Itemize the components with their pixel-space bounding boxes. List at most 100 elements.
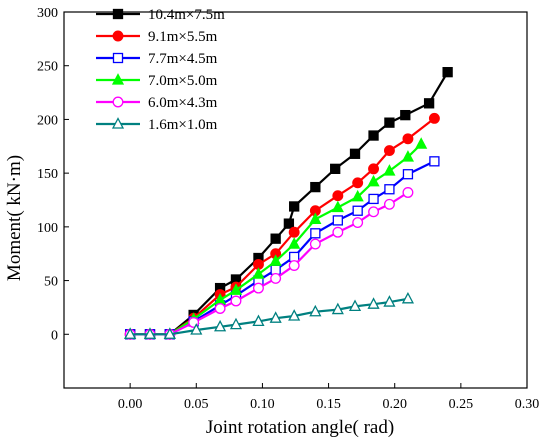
data-point (230, 295, 242, 307)
data-point (310, 181, 321, 193)
data-point (352, 177, 364, 189)
data-point (442, 67, 453, 78)
data-point (428, 112, 440, 124)
data-point (270, 233, 281, 244)
y-tick-label: 100 (37, 221, 58, 236)
data-point (402, 169, 414, 180)
y-tick-label: 250 (37, 60, 58, 75)
y-tick-label: 150 (37, 167, 58, 182)
data-point (252, 267, 265, 279)
data-point (401, 150, 415, 162)
x-tick-label: 0.25 (449, 397, 474, 412)
series-line (130, 191, 409, 336)
data-point (415, 137, 428, 149)
data-point (383, 145, 395, 157)
x-tick-label: 0.10 (250, 397, 275, 412)
series-5 (124, 187, 414, 340)
data-point (270, 272, 282, 284)
data-point (332, 190, 344, 202)
y-axis-title: Moment( kN·m) (4, 155, 25, 281)
data-point (143, 327, 157, 339)
legend-item: 7.0m×5.0m (96, 73, 218, 89)
data-point (283, 218, 295, 229)
data-point (384, 117, 395, 128)
data-point (331, 302, 344, 315)
legend-item: 6.0m×4.3m (96, 95, 218, 111)
data-point (332, 215, 343, 226)
data-point (367, 174, 380, 187)
legend-label: 1.6m×1.0m (148, 117, 218, 133)
series-line (130, 71, 449, 336)
data-point (367, 297, 380, 309)
plot-frame (63, 11, 528, 389)
legend-marker (112, 8, 124, 20)
legend-label: 7.7m×4.5m (148, 51, 218, 67)
data-point (229, 317, 243, 330)
legend-label: 10.4m×7.5m (148, 7, 225, 23)
data-point (368, 193, 379, 205)
series-line (130, 143, 422, 336)
data-point (288, 237, 301, 249)
data-point (401, 291, 415, 304)
data-point (368, 206, 379, 218)
data-point (124, 327, 137, 339)
series-4 (124, 137, 428, 339)
data-point (429, 156, 440, 167)
data-point (368, 130, 379, 141)
legend-marker (112, 96, 124, 108)
data-point (402, 187, 414, 198)
data-point (331, 200, 344, 213)
data-point (310, 228, 321, 239)
data-point (309, 212, 322, 224)
data-point (402, 133, 414, 145)
x-tick-label: 0.20 (382, 397, 407, 412)
y-tick-label: 0 (51, 328, 58, 343)
data-point (163, 327, 176, 339)
data-point (289, 201, 300, 212)
legend-item: 9.1m×5.5m (96, 29, 218, 45)
data-point (352, 217, 364, 229)
data-point (269, 311, 282, 323)
data-point (400, 109, 411, 121)
x-tick-label: 0.05 (184, 397, 209, 412)
legend-item: 1.6m×1.0m (96, 117, 218, 133)
data-point (252, 314, 265, 327)
data-point (288, 309, 301, 321)
data-point (351, 189, 364, 202)
legend-label: 6.0m×4.3m (148, 95, 218, 111)
x-axis-title: Joint rotation angle( rad) (206, 417, 394, 438)
x-tick-label: 0.15 (316, 397, 341, 412)
data-point (214, 303, 226, 314)
legend-item: 10.4m×7.5m (96, 7, 225, 23)
y-tick-label: 50 (44, 275, 58, 290)
x-tick-label: 0.00 (118, 397, 143, 412)
series-line (130, 297, 409, 336)
data-point (423, 98, 435, 109)
y-tick-label: 200 (37, 113, 58, 128)
x-tick-label: 0.30 (515, 397, 540, 412)
series-3 (124, 156, 440, 340)
legend-marker (112, 30, 124, 42)
legend-marker (112, 52, 124, 64)
data-point (253, 282, 264, 294)
data-point (269, 254, 282, 266)
legend: 10.4m×7.5m 9.1m×5.5m 7.7m×4.5m 7.0m×5.0m 6.0… (96, 7, 225, 133)
data-point (214, 319, 227, 332)
legend-marker (111, 73, 125, 85)
data-point (349, 148, 361, 159)
data-point (288, 260, 300, 271)
data-point (229, 283, 243, 295)
data-point (288, 226, 300, 238)
data-point (384, 184, 395, 195)
series-layer (124, 67, 453, 340)
data-point (368, 163, 379, 175)
legend-marker (111, 117, 125, 129)
data-point (352, 205, 363, 216)
y-tick-label: 300 (37, 6, 58, 21)
series-6 (124, 291, 415, 339)
data-point (383, 198, 395, 210)
legend-item: 7.7m×4.5m (96, 51, 218, 67)
legend-label: 9.1m×5.5m (148, 29, 218, 45)
legend-label: 7.0m×5.0m (148, 73, 218, 89)
